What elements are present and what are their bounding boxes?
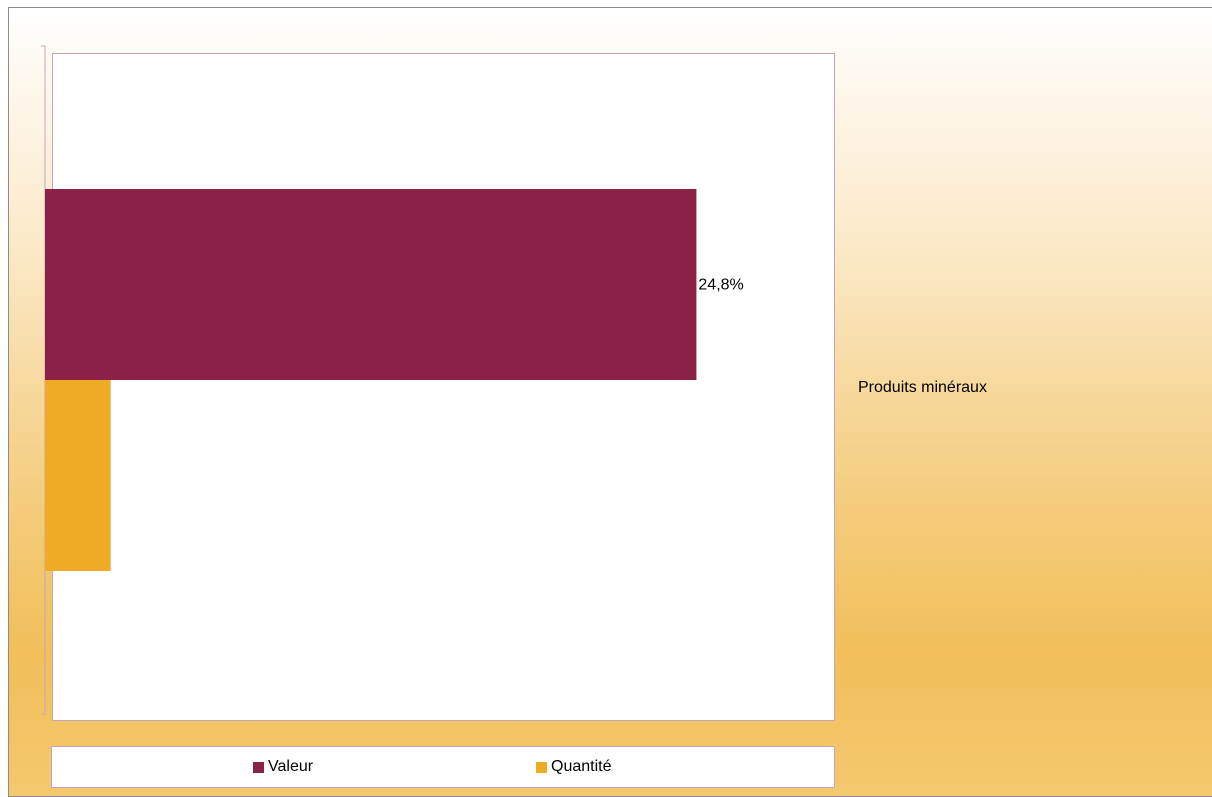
legend: Valeur Quantité xyxy=(51,746,835,788)
legend-label-quantite: Quantité xyxy=(551,758,612,775)
category-label: Produits minéraux xyxy=(858,379,987,396)
bar-quantite xyxy=(45,380,111,571)
plot-area xyxy=(52,53,835,721)
legend-swatch-valeur xyxy=(253,761,264,773)
chart-area: 24,8% Produits minéraux Valeur Quantité xyxy=(8,7,1212,797)
bar-chart: 24,8% xyxy=(41,45,744,715)
legend-entry-valeur: Valeur xyxy=(253,758,313,776)
bar-valeur xyxy=(45,189,697,380)
legend-label-valeur: Valeur xyxy=(268,758,314,775)
legend-entry-quantite: Quantité xyxy=(536,758,611,776)
data-label-valeur: 24,8% xyxy=(698,277,743,294)
legend-swatch-quantite xyxy=(536,761,547,773)
